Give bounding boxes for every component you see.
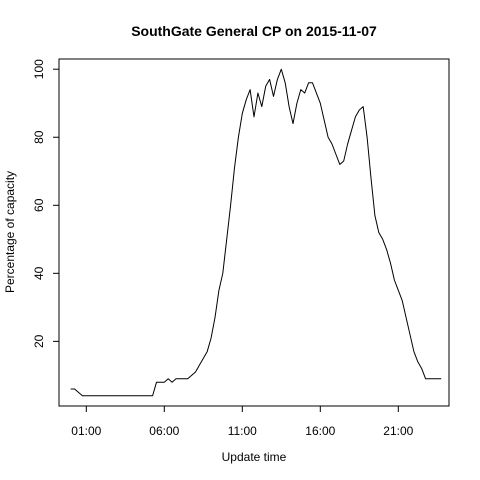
x-tick-label: 01:00 xyxy=(71,424,101,438)
x-tick-label: 06:00 xyxy=(149,424,179,438)
y-tick-label: 80 xyxy=(32,130,46,144)
series-line xyxy=(70,68,442,397)
y-tick-label: 60 xyxy=(32,198,46,212)
x-axis-label: Update time xyxy=(222,450,287,464)
chart-title: SouthGate General CP on 2015-11-07 xyxy=(131,23,377,39)
x-tick-label: 11:00 xyxy=(228,424,257,438)
y-tick-label: 40 xyxy=(32,266,46,280)
y-axis-label: Percentage of capacity xyxy=(3,171,17,293)
y-axis: 20 40 60 80 100 xyxy=(32,59,59,348)
y-tick-label: 20 xyxy=(32,334,46,348)
y-tick-label: 100 xyxy=(32,59,46,79)
x-axis: 01:00 06:00 11:00 16:00 21:00 xyxy=(71,406,414,438)
x-tick-label: 21:00 xyxy=(383,424,413,438)
x-tick-label: 16:00 xyxy=(305,424,335,438)
plot-frame xyxy=(58,58,450,407)
